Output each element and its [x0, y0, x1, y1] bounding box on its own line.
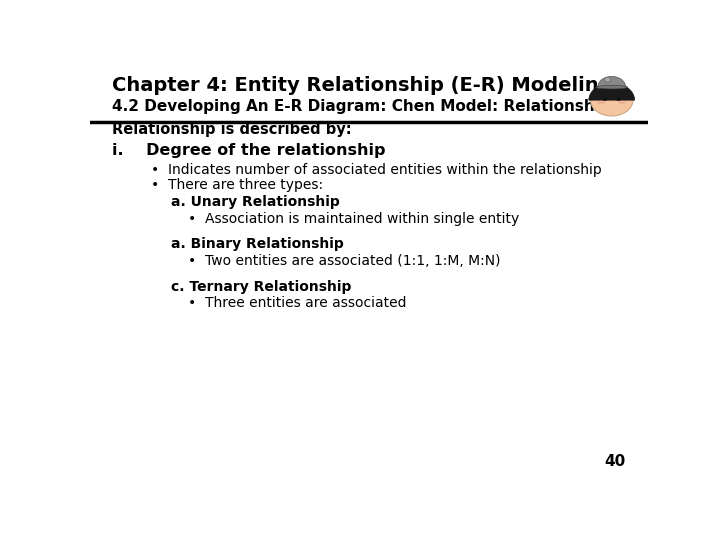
- Circle shape: [590, 84, 633, 116]
- Text: Chapter 4: Entity Relationship (E-R) Modeling: Chapter 4: Entity Relationship (E-R) Mod…: [112, 76, 613, 95]
- Text: •  Indicates number of associated entities within the relationship: • Indicates number of associated entitie…: [151, 163, 602, 177]
- Text: i.    Degree of the relationship: i. Degree of the relationship: [112, 143, 386, 158]
- Text: •  Two entities are associated (1:1, 1:M, M:N): • Two entities are associated (1:1, 1:M,…: [188, 254, 500, 268]
- Wedge shape: [589, 83, 634, 100]
- Text: c. Ternary Relationship: c. Ternary Relationship: [171, 280, 351, 294]
- Circle shape: [604, 77, 611, 82]
- Circle shape: [616, 98, 621, 101]
- Text: 40: 40: [604, 454, 626, 469]
- Text: •  Association is maintained within single entity: • Association is maintained within singl…: [188, 212, 519, 226]
- Text: a. Binary Relationship: a. Binary Relationship: [171, 238, 343, 252]
- Ellipse shape: [596, 85, 628, 89]
- Text: 4.2 Developing An E-R Diagram: Chen Model: Relationship: 4.2 Developing An E-R Diagram: Chen Mode…: [112, 99, 611, 114]
- Ellipse shape: [618, 101, 626, 104]
- Text: Relationship is described by:: Relationship is described by:: [112, 122, 352, 137]
- Wedge shape: [598, 77, 626, 87]
- Circle shape: [603, 98, 607, 101]
- Ellipse shape: [597, 101, 605, 104]
- Text: •  There are three types:: • There are three types:: [151, 178, 323, 192]
- Text: a. Unary Relationship: a. Unary Relationship: [171, 195, 340, 209]
- Text: •  Three entities are associated: • Three entities are associated: [188, 296, 406, 310]
